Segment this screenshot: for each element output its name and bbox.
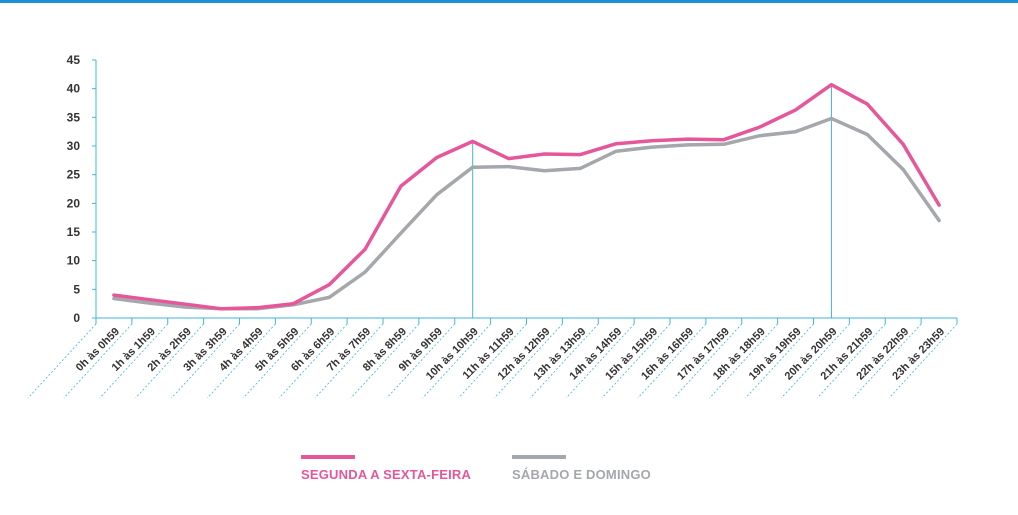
x-tick-guide [171,323,240,399]
series-point-weekday [221,308,223,310]
top-border-line [0,0,1018,3]
x-tick-guide [63,323,133,399]
series-point-weekend [113,298,115,300]
x-tick-guide [242,323,312,399]
series-point-weekend [723,143,725,145]
x-tick-guide [745,323,814,399]
series-point-weekend [902,169,904,171]
series-point-weekend [508,166,510,168]
legend-swatch-weekend [512,455,566,459]
series-point-weekday [687,138,689,140]
series-point-weekday [400,185,402,187]
series-point-weekday [256,307,258,309]
x-tick-guide [601,323,671,399]
series-point-weekday [795,109,797,111]
y-tick-label: 45 [67,53,81,67]
series-point-weekend [149,302,151,304]
x-tick-guide [816,323,886,399]
legend-label-weekday: SEGUNDA A SEXTA-FEIRA [301,467,472,482]
x-tick-guide [207,323,276,399]
series-point-weekend [328,296,330,298]
x-tick-guide [350,323,420,399]
series-point-weekday [328,284,330,286]
series-point-weekend [795,131,797,133]
series-point-weekday [472,140,474,142]
x-tick-guide [135,323,204,399]
series-point-weekend [687,144,689,146]
series-line-weekday [112,82,941,311]
y-tick-label: 20 [67,196,81,210]
series-point-weekend [651,146,653,148]
x-tick-guide [99,323,169,399]
y-tick-label: 30 [67,139,81,153]
x-tick-guide [852,323,922,399]
series-point-weekend [615,150,617,152]
y-tick-label: 15 [67,225,81,239]
series-point-weekday [723,139,725,141]
x-tick-guide [422,323,491,399]
x-tick-guide [278,323,348,399]
series-point-weekend [400,232,402,234]
y-tick-label: 25 [67,168,81,182]
series-line-weekend [112,116,941,311]
series-point-weekend [938,220,940,222]
x-tick-guide [709,323,778,399]
series-point-weekday [830,84,832,86]
y-tick-label: 0 [73,311,80,325]
x-tick-guide [637,323,707,399]
legend-label-weekend: SÁBADO E DOMINGO [512,467,651,482]
reference-lines [472,84,832,318]
series-point-weekday [436,156,438,158]
series-point-weekend [579,167,581,169]
x-tick-guide [494,323,563,399]
series-point-weekday [615,143,617,145]
x-tick-guide [458,323,527,399]
series-point-weekend [185,306,187,308]
series-point-weekday [866,103,868,105]
series-point-weekday [185,303,187,305]
series-point-weekend [364,271,366,273]
x-tick-guide [888,323,958,399]
series-point-weekday [543,153,545,155]
y-tick-label: 40 [67,82,81,96]
series-point-weekday [113,294,115,296]
series-point-weekend [543,170,545,172]
y-tick-label: 10 [67,254,81,268]
series-point-weekday [508,158,510,160]
legend-swatch-weekday [301,455,355,459]
series-point-weekday [149,299,151,301]
x-tick-guide [27,323,97,399]
x-tick-guide [529,323,599,399]
series-point-weekday [902,143,904,145]
y-tick-labels: 0 5 10 15 20 25 30 35 40 45 [67,53,81,325]
series-point-weekday [938,204,940,206]
x-tick-guide [673,323,743,399]
series-point-weekday [759,126,761,128]
y-tick-label: 35 [67,110,81,124]
series-point-weekday [292,303,294,305]
x-tick-guide [781,323,850,399]
x-tick-guide [565,323,635,399]
x-tick-guide [386,323,456,399]
axes [27,59,958,399]
series-point-weekend [830,117,832,119]
series-lines [112,82,941,311]
series-point-weekend [472,166,474,168]
x-tick-guide [314,323,384,399]
legend-item-weekend: SÁBADO E DOMINGO [512,455,651,482]
series-point-weekday [579,154,581,156]
y-tick-label: 5 [73,282,80,296]
series-point-weekday [651,140,653,142]
series-point-weekend [759,135,761,137]
series-point-weekend [436,194,438,196]
series-point-weekend [866,134,868,136]
series-point-weekday [364,248,366,250]
legend-item-weekday: SEGUNDA A SEXTA-FEIRA [301,455,471,482]
